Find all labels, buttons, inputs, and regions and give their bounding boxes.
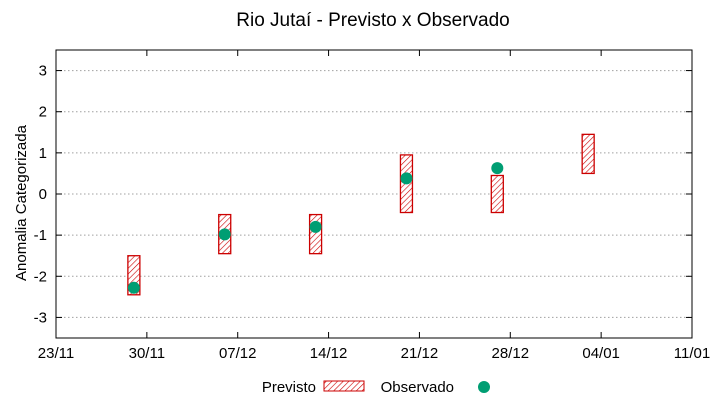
y-tick-label: 2	[39, 104, 47, 121]
legend-previsto-label: Previsto	[262, 379, 316, 396]
y-tick-label: 1	[39, 145, 47, 162]
y-tick-label: -3	[34, 309, 47, 326]
x-tick-label: 23/11	[38, 345, 74, 362]
y-axis-label: Anomalia Categorizada	[13, 124, 30, 281]
grid-layer	[56, 70, 692, 318]
legend-previsto-swatch	[323, 380, 365, 392]
x-tick-label: 07/12	[219, 345, 257, 362]
observado-point	[491, 162, 504, 175]
y-tick-label: 0	[39, 186, 47, 203]
y-tick-label: -2	[34, 268, 47, 285]
x-tick-label: 30/11	[129, 345, 165, 362]
previsto-bars	[127, 133, 595, 296]
x-tick-label: 21/12	[401, 345, 439, 362]
x-tick-label: 04/01	[582, 345, 620, 362]
observado-points	[127, 162, 504, 294]
previsto-bar	[308, 213, 323, 255]
axis-ticks: -3 -2 -1 0 1 2 3 23/11 30/11 07/12 14/12 21/12 28/12…	[34, 50, 710, 362]
x-tick-label: 11/01	[674, 345, 710, 362]
x-tick-label: 14/12	[310, 345, 348, 362]
legend: Previsto Observado	[262, 379, 490, 396]
previsto-bar	[581, 133, 595, 175]
y-tick-label: 3	[39, 63, 47, 80]
legend-observado-label: Observado	[381, 379, 454, 396]
chart-title: Rio Jutaí - Previsto x Observado	[236, 10, 510, 31]
x-tick-label: 28/12	[492, 345, 530, 362]
observado-point	[127, 281, 140, 294]
previsto-bar	[490, 174, 504, 214]
observado-point	[400, 172, 413, 185]
y-tick-label: -1	[34, 227, 47, 244]
legend-observado-marker	[478, 381, 490, 393]
observado-point	[218, 228, 231, 241]
observado-point	[309, 220, 322, 233]
